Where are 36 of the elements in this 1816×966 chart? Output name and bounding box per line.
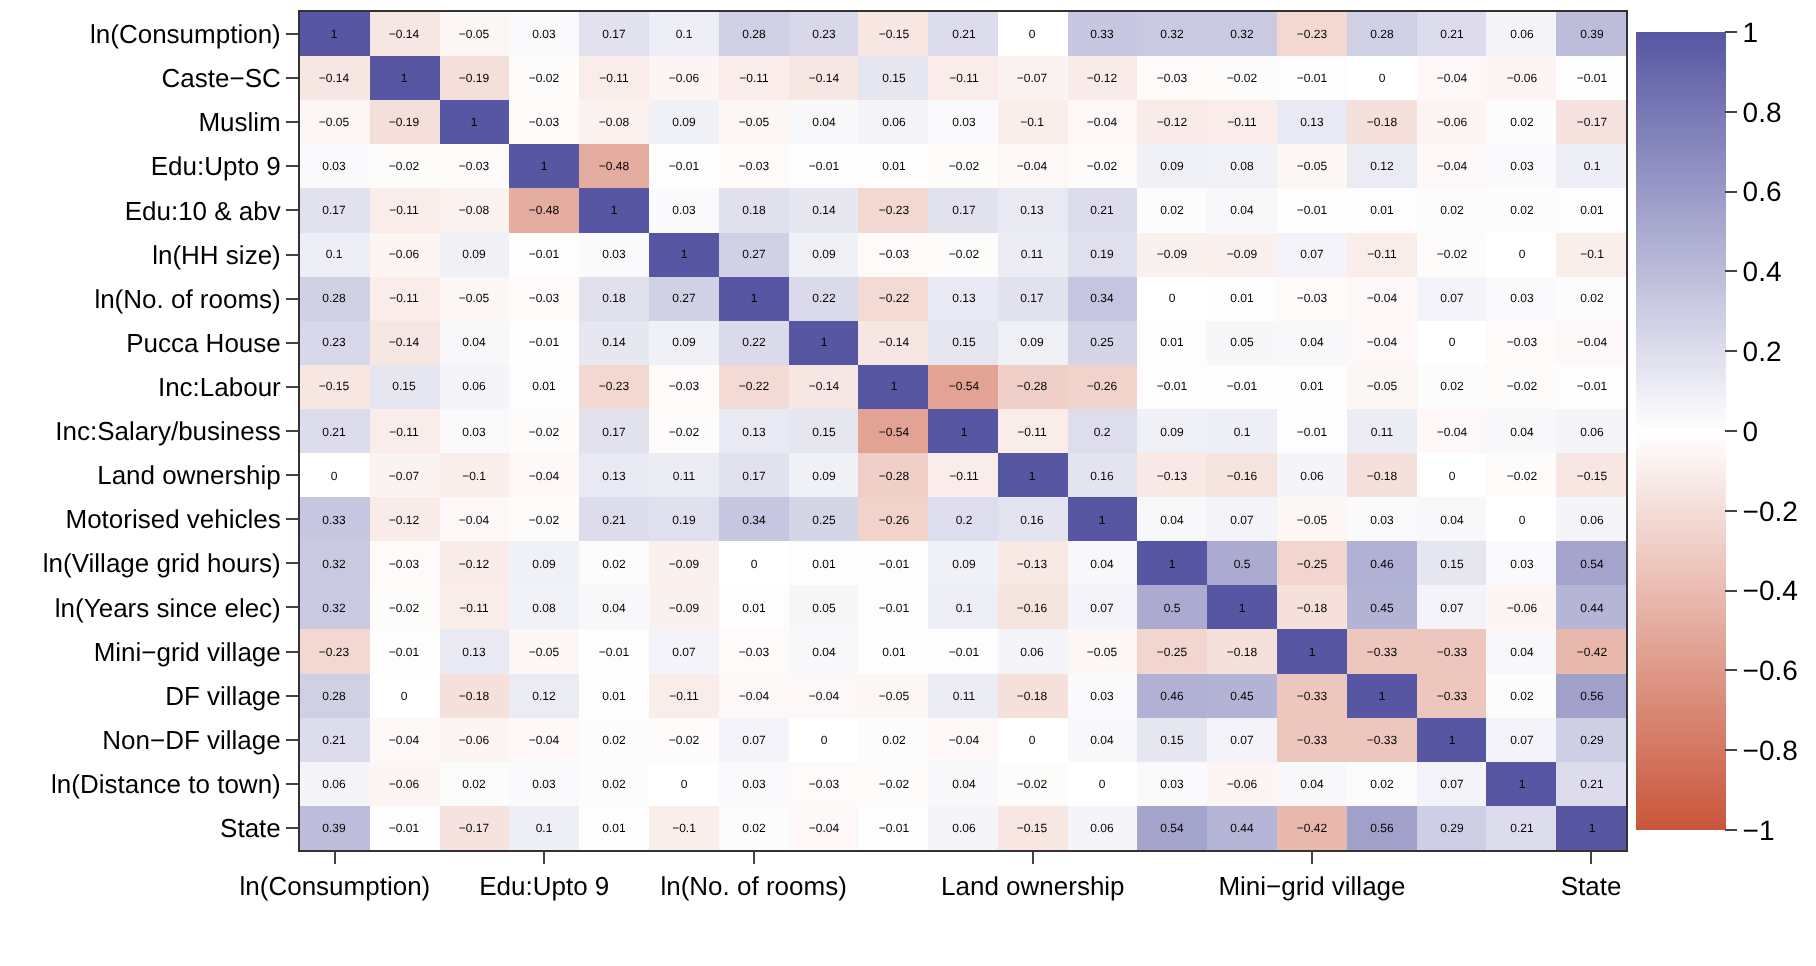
- color-bar-label: 0.4: [1742, 255, 1782, 288]
- color-bar-label: −0.2: [1742, 494, 1799, 527]
- y-tick-label: Mini−grid village: [93, 636, 281, 667]
- color-bar-label: −0.4: [1742, 574, 1799, 607]
- color-bar-label: 0.8: [1742, 95, 1782, 128]
- color-bar-label: 0.2: [1742, 335, 1782, 367]
- y-tick-label: Edu:10 & abv: [124, 195, 282, 226]
- y-tick-label: Edu:Upto 9: [150, 151, 281, 182]
- color-bar-label: 0: [1742, 414, 1759, 447]
- y-tick-label: ln(No. of rooms): [94, 283, 281, 314]
- y-tick-label: Muslim: [198, 107, 281, 138]
- y-tick-label: DF village: [165, 680, 281, 711]
- y-tick-label: Pucca House: [126, 327, 281, 358]
- y-tick-label: Land ownership: [97, 460, 281, 491]
- x-tick-label: State: [1560, 871, 1622, 902]
- color-bar-label: −1: [1742, 813, 1775, 846]
- y-tick-label: State: [220, 813, 281, 844]
- y-tick-label: Caste−SC: [161, 63, 281, 94]
- y-tick-label: ln(Consumption): [90, 19, 281, 50]
- color-bar-label: 0.6: [1742, 175, 1782, 208]
- color-bar-label: 1: [1742, 15, 1759, 48]
- y-tick-label: ln(HH size): [152, 239, 281, 270]
- y-tick-label: ln(Village grid hours): [42, 548, 281, 579]
- x-tick-label: ln(No. of rooms): [660, 871, 847, 902]
- x-tick-label: Mini−grid village: [1218, 871, 1406, 902]
- y-tick-label: Non−DF village: [102, 724, 281, 755]
- color-bar-label: −0.8: [1742, 734, 1799, 766]
- x-tick-label: ln(Consumption): [239, 871, 431, 902]
- y-tick-label: Motorised vehicles: [65, 504, 282, 535]
- y-tick-label: Inc:Labour: [157, 372, 283, 402]
- y-tick-label: ln(Distance to town): [51, 768, 281, 799]
- color-bar-label: −0.6: [1742, 654, 1799, 687]
- y-tick-label: ln(Years since elec): [54, 592, 281, 623]
- x-tick-label: Land ownership: [940, 871, 1125, 902]
- x-tick-label: Edu:Upto 9: [479, 871, 610, 902]
- y-tick-label: Inc:Salary/business: [55, 416, 282, 447]
